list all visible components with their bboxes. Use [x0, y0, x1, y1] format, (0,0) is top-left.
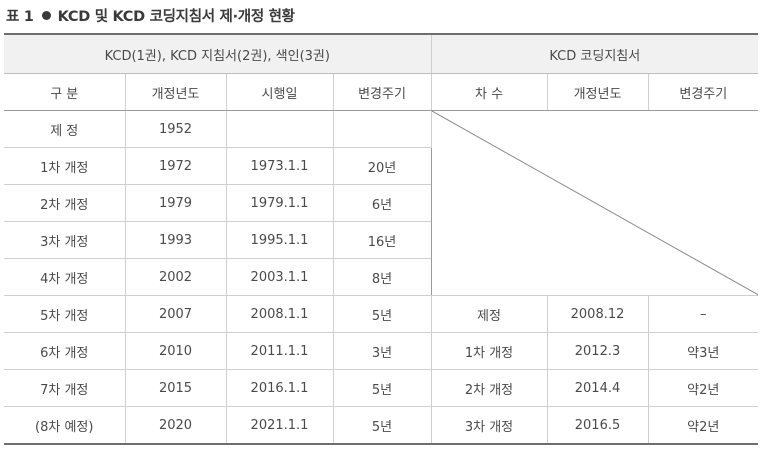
cell-effective-date: 2021.1.1	[225, 406, 334, 445]
col-header-revision-year: 개정년도	[124, 73, 227, 111]
table-row: 3차 개정 1993 1995.1.1 16년	[4, 221, 758, 259]
col-header-order: 차 수	[430, 73, 548, 111]
cell-cycle: 6년	[332, 184, 432, 222]
cell-division: 1차 개정	[4, 147, 126, 185]
table-container: KCD(1권), KCD 지침서(2권), 색인(3권) KCD 코딩지침서 구…	[4, 33, 759, 445]
cell-cycle: 3년	[332, 332, 432, 370]
cell-effective-date: 1995.1.1	[225, 221, 334, 259]
cell-guideline-cycle: 약2년	[647, 406, 759, 445]
cell-cycle: 5년	[332, 406, 432, 445]
cell-cycle: 5년	[332, 369, 432, 407]
table-number: 표 1	[6, 8, 34, 25]
cell-division: 제 정	[4, 110, 126, 148]
cell-effective-date	[225, 110, 334, 148]
cell-division: 2차 개정	[4, 184, 126, 222]
table-row: (8차 예정) 2020 2021.1.1 5년 3차 개정 2016.5 약2…	[4, 406, 759, 445]
cell-guideline-cycle: –	[647, 295, 759, 333]
cell-cycle: 8년	[332, 258, 432, 296]
diagonal-line	[432, 111, 759, 295]
cell-division: 7차 개정	[4, 369, 126, 407]
table-row: 6차 개정 2010 2011.1.1 3년 1차 개정 2012.3 약3년	[4, 332, 759, 370]
cell-order: 1차 개정	[430, 332, 548, 370]
col-header-effective-date: 시행일	[225, 73, 334, 111]
cell-effective-date: 2016.1.1	[225, 369, 334, 407]
cell-division: 6차 개정	[4, 332, 126, 370]
group-header-guideline: KCD 코딩지침서	[430, 33, 759, 74]
cell-effective-date: 1973.1.1	[225, 147, 334, 185]
col-header-change-cycle: 변경주기	[332, 73, 432, 111]
cell-cycle	[332, 110, 432, 148]
empty-diagonal-cell	[430, 110, 759, 296]
cell-division: 4차 개정	[4, 258, 126, 296]
cell-year: 1972	[124, 147, 227, 185]
cell-guideline-year: 2008.12	[546, 295, 649, 333]
table-row: 제 정 1952	[4, 110, 759, 296]
column-header-row: 구 분 개정년도 시행일 변경주기 차 수 개정년도 변경주기	[4, 73, 759, 111]
cell-order: 2차 개정	[430, 369, 548, 407]
table-caption: 표 1 KCD 및 KCD 코딩지침서 제·개정 현황	[6, 4, 295, 26]
cell-year: 2015	[124, 369, 227, 407]
table-title: KCD 및 KCD 코딩지침서 제·개정 현황	[57, 8, 295, 25]
table-row: 5차 개정 2007 2008.1.1 5년 제정 2008.12 –	[4, 295, 759, 333]
col-header-guideline-year: 개정년도	[546, 73, 649, 111]
cell-year: 1952	[124, 110, 227, 148]
cell-year: 2002	[124, 258, 227, 296]
cell-division: 5차 개정	[4, 295, 126, 333]
cell-effective-date: 2008.1.1	[225, 295, 334, 333]
cell-cycle: 20년	[332, 147, 432, 185]
cell-division: 3차 개정	[4, 221, 126, 259]
table-row: 7차 개정 2015 2016.1.1 5년 2차 개정 2014.4 약2년	[4, 369, 759, 407]
revision-table: KCD(1권), KCD 지침서(2권), 색인(3권) KCD 코딩지침서 구…	[4, 33, 759, 445]
group-header-row: KCD(1권), KCD 지침서(2권), 색인(3권) KCD 코딩지침서	[4, 33, 759, 74]
bullet-icon	[41, 10, 51, 20]
col-header-guideline-cycle: 변경주기	[647, 73, 759, 111]
cell-guideline-year: 2012.3	[546, 332, 649, 370]
cell-cycle: 5년	[332, 295, 432, 333]
cell-guideline-cycle: 약3년	[647, 332, 759, 370]
col-header-division: 구 분	[4, 73, 126, 111]
cell-division: (8차 예정)	[4, 406, 126, 445]
table-row: 2차 개정 1979 1979.1.1 6년	[4, 184, 758, 222]
cell-year: 1993	[124, 221, 227, 259]
cell-effective-date: 2003.1.1	[225, 258, 334, 296]
cell-guideline-year: 2016.5	[546, 406, 649, 445]
cell-guideline-year: 2014.4	[546, 369, 649, 407]
cell-order: 제정	[430, 295, 548, 333]
cell-year: 2010	[124, 332, 227, 370]
cell-cycle: 16년	[332, 221, 432, 259]
table-row: 4차 개정 2002 2003.1.1 8년	[4, 258, 758, 296]
cell-effective-date: 2011.1.1	[225, 332, 334, 370]
cell-effective-date: 1979.1.1	[225, 184, 334, 222]
cell-guideline-cycle: 약2년	[647, 369, 759, 407]
cell-year: 2007	[124, 295, 227, 333]
cell-year: 2020	[124, 406, 227, 445]
group-header-kcd: KCD(1권), KCD 지침서(2권), 색인(3권)	[4, 33, 432, 74]
cell-year: 1979	[124, 184, 227, 222]
cell-order: 3차 개정	[430, 406, 548, 445]
